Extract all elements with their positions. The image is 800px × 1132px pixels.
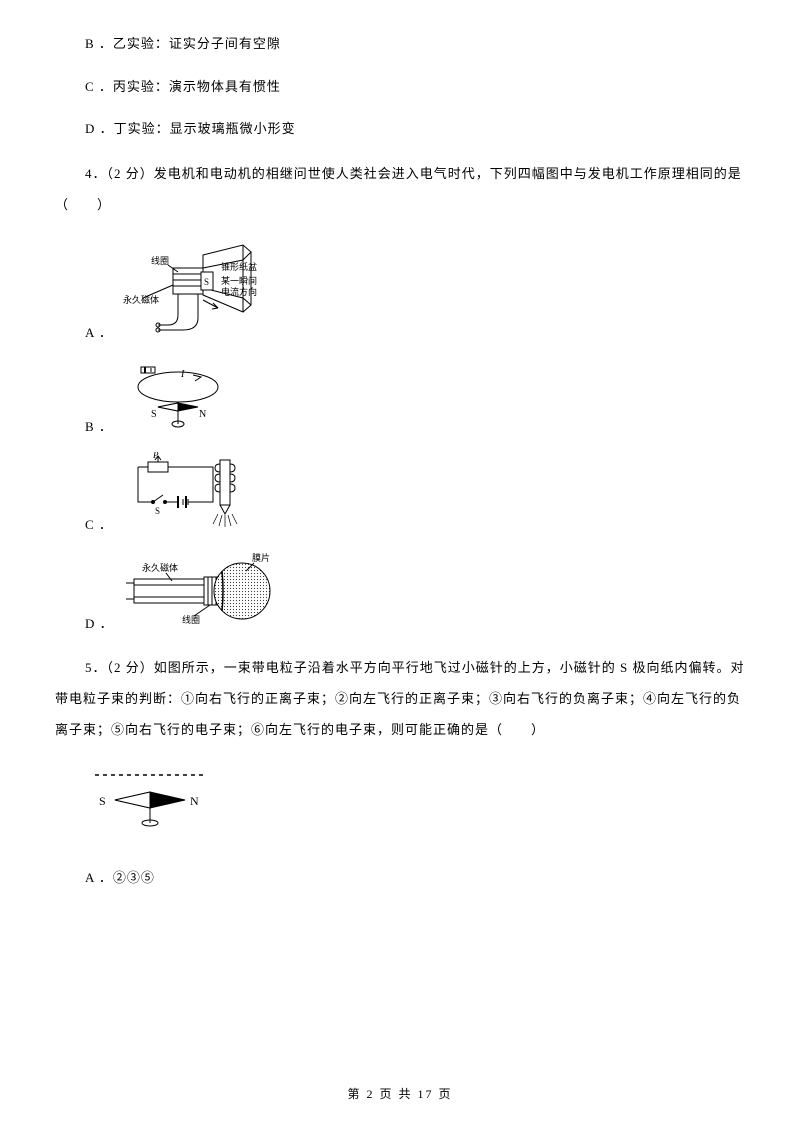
q4-option-a-label: A ． [85,319,113,351]
option-b: B ．乙实验：证实分子间有空隙 [55,30,745,59]
q4-option-b-row: B ． I S N [55,359,745,445]
svg-text:I: I [180,369,185,380]
q4c-s: S [155,506,160,516]
q5-option-a: A ．②③⑤ [55,864,745,893]
q4-diagram-d: 永久磁体 线圈 膜片 [124,551,294,642]
q5-s: S [99,794,106,808]
q4-option-b-label: B ． [85,413,113,445]
q4-diagram-b: I S N [123,359,233,445]
q4-option-c-row: C ． [55,452,745,543]
q4-option-d-row: D ． [55,551,745,642]
label-xianquan: 线圈 [151,255,169,266]
label-zhuixing: 锥形纸盆 [221,261,257,272]
question-5-text-span: 5．（2 分）如图所示，一束带电粒子沿着水平方向平行地飞过小磁针的上方，小磁针的… [55,660,744,737]
label-citi-d: 永久磁体 [142,562,178,573]
label-dianliu: 电流方向 [221,286,257,297]
q5-n: N [190,794,199,808]
option-c: C ．丙实验：演示物体具有惯性 [55,73,745,102]
q4b-n: N [199,409,206,420]
q4-option-d-label: D ． [85,610,114,642]
label-mopian: 膜片 [252,552,270,563]
q4b-s: S [151,409,157,420]
question-4-text-span: 4．（2 分）发电机和电动机的相继问世使人类社会进入电气时代，下列四幅图中与发电… [55,166,742,212]
page-footer: 第 2 页 共 17 页 [0,1081,800,1107]
q5-diagram-wrap: S N [55,765,745,846]
q5-diagram: S N [85,765,215,835]
question-5-text: 5．（2 分）如图所示，一束带电粒子沿着水平方向平行地飞过小磁针的上方，小磁针的… [55,652,745,746]
q4-option-a-row: A ． S [55,240,745,351]
label-shunjian: 某一瞬间 [221,275,257,286]
svg-text:S: S [204,277,209,287]
option-d: D ．丁实验：显示玻璃瓶微小形变 [55,115,745,144]
question-4-text: 4．（2 分）发电机和电动机的相继问世使人类社会进入电气时代，下列四幅图中与发电… [55,158,745,220]
q4c-p: P [152,452,159,460]
q4-option-c-label: C ． [85,511,113,543]
q4-diagram-c: P S [123,452,263,543]
label-xianquan-d: 线圈 [182,614,200,625]
q4-diagram-a: S 线圈 锥形纸盆 某一瞬间 电流方向 永久磁体 [123,240,283,351]
label-citi-a: 永久磁体 [123,294,159,305]
